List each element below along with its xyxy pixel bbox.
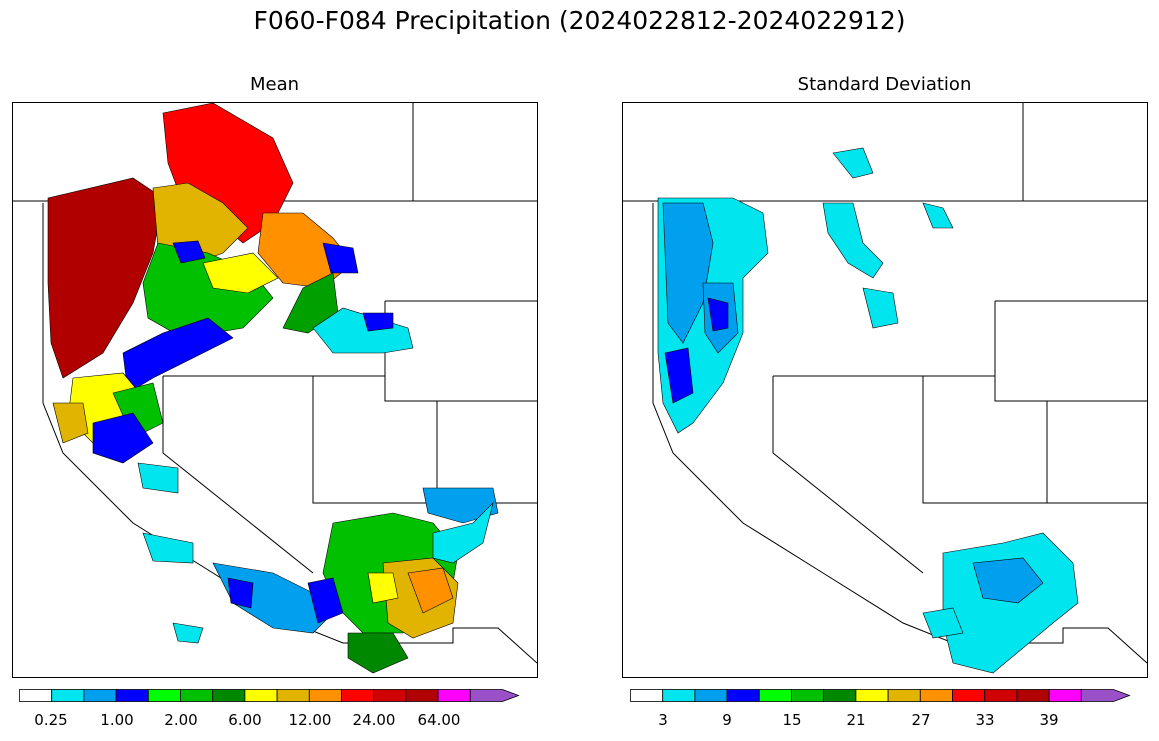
colorbar-segment — [855, 689, 889, 702]
stddev-tick-label: 33 — [975, 711, 995, 729]
colorbar-segment — [952, 689, 986, 702]
stddev-map — [622, 102, 1148, 678]
mean-tick-label: 12.00 — [288, 711, 332, 729]
colorbar-segment — [887, 689, 921, 702]
stddev-tick-label: 39 — [1039, 711, 1059, 729]
stddev-tick-label: 27 — [911, 711, 931, 729]
mean-panel-title: Mean — [249, 74, 300, 95]
colorbar-segment — [180, 689, 214, 702]
colorbar-segment — [1048, 689, 1082, 702]
figure-title: F060-F084 Precipitation (2024022812-2024… — [253, 6, 906, 35]
colorbar-segment — [373, 689, 407, 702]
colorbar-segment — [308, 689, 342, 702]
stddev-tick-label: 3 — [658, 711, 668, 729]
colorbar-segment — [630, 689, 664, 702]
colorbar-segment — [405, 689, 439, 702]
colorbar-segment — [341, 689, 375, 702]
stddev-tick-label: 21 — [846, 711, 866, 729]
colorbar-segment — [244, 689, 278, 702]
colorbar-segment — [984, 689, 1018, 702]
colorbar-segment — [791, 689, 825, 702]
stddev-tick-label: 15 — [782, 711, 802, 729]
mean-tick-label: 24.00 — [352, 711, 396, 729]
colorbar-segment — [726, 689, 760, 702]
colorbar-segment — [662, 689, 696, 702]
colorbar-segment — [437, 689, 471, 702]
colorbar-segment — [276, 689, 310, 702]
mean-tick-label: 64.00 — [417, 711, 461, 729]
colorbar-segment — [758, 689, 792, 702]
colorbar-segment — [919, 689, 953, 702]
mean-tick-label: 2.00 — [164, 711, 198, 729]
colorbar-segment — [1016, 689, 1050, 702]
colorbar-segment — [823, 689, 857, 702]
mean-tick-label: 1.00 — [100, 711, 134, 729]
colorbar-segment — [51, 689, 85, 702]
mean-tick-label: 6.00 — [228, 711, 262, 729]
colorbar-segment — [19, 689, 53, 702]
stddev-tick-label: 9 — [722, 711, 732, 729]
mean-colorbar — [19, 689, 520, 702]
colorbar-segment — [115, 689, 149, 702]
colorbar-segment — [212, 689, 246, 702]
stddev-colorbar — [630, 689, 1131, 702]
colorbar-segment — [147, 689, 181, 702]
colorbar-segment — [83, 689, 117, 702]
mean-tick-label: 0.25 — [34, 711, 68, 729]
colorbar-segment — [1080, 689, 1131, 702]
colorbar-segment — [469, 689, 520, 702]
stddev-panel-title: Standard Deviation — [797, 74, 972, 95]
colorbar-segment — [694, 689, 728, 702]
mean-map — [12, 102, 538, 678]
